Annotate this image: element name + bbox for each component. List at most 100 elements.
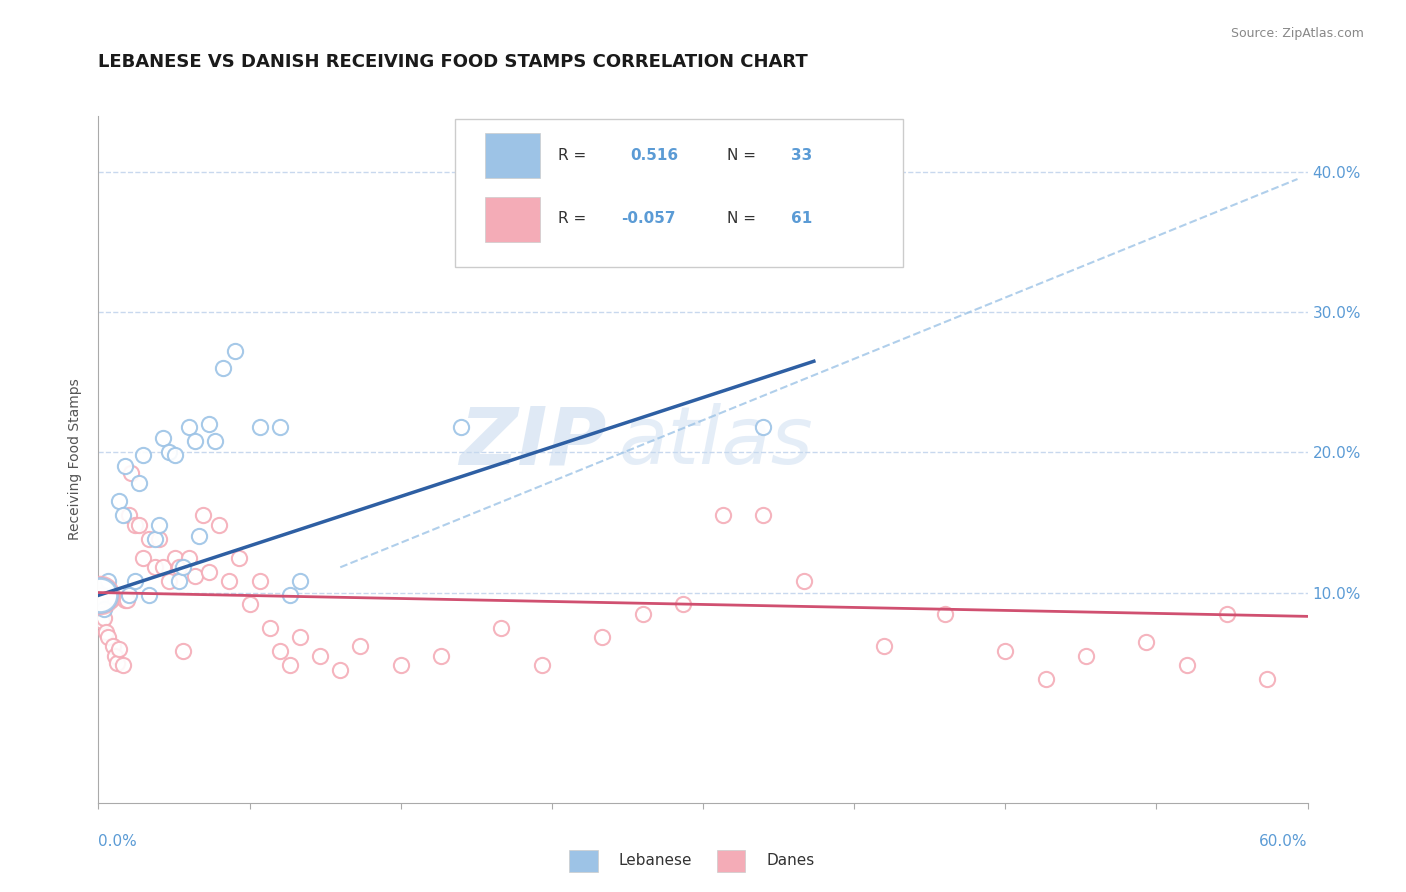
Point	[1035, 673, 1057, 687]
Point	[530, 658, 553, 673]
Point	[1256, 673, 1278, 687]
Point	[143, 560, 166, 574]
Point	[89, 588, 111, 602]
Text: 33: 33	[792, 147, 813, 162]
Point	[103, 648, 125, 663]
Point	[148, 533, 170, 547]
Text: Lebanese: Lebanese	[619, 854, 692, 868]
Point	[278, 588, 301, 602]
Point	[259, 621, 281, 635]
Point	[631, 607, 654, 621]
Point	[491, 621, 513, 635]
Point	[143, 533, 166, 547]
Point	[198, 417, 221, 432]
Point	[138, 588, 160, 602]
Point	[430, 648, 453, 663]
Point	[105, 656, 128, 670]
Text: LEBANESE VS DANISH RECEIVING FOOD STAMPS CORRELATION CHART: LEBANESE VS DANISH RECEIVING FOOD STAMPS…	[98, 54, 808, 71]
Point	[114, 459, 136, 474]
Point	[269, 644, 291, 658]
Point	[100, 592, 122, 607]
Point	[163, 550, 186, 565]
Point	[111, 508, 134, 523]
Text: R =: R =	[558, 147, 591, 162]
Point	[114, 592, 136, 607]
Point	[89, 588, 111, 602]
Point	[813, 249, 835, 263]
Point	[249, 420, 271, 434]
Point	[1074, 648, 1097, 663]
Point	[198, 565, 221, 579]
Point	[218, 574, 240, 589]
Point	[184, 434, 207, 449]
Text: 0.516: 0.516	[630, 147, 679, 162]
Text: -0.057: -0.057	[621, 211, 675, 227]
Point	[228, 550, 250, 565]
Point	[132, 448, 155, 462]
Text: 60.0%: 60.0%	[1260, 834, 1308, 848]
Point	[591, 631, 613, 645]
Point	[208, 518, 231, 533]
Point	[128, 476, 150, 491]
Text: Source: ZipAtlas.com: Source: ZipAtlas.com	[1230, 27, 1364, 40]
Point	[1216, 607, 1239, 621]
Point	[128, 518, 150, 533]
Point	[152, 431, 174, 445]
Text: N =: N =	[727, 147, 761, 162]
Point	[172, 560, 194, 574]
Point	[994, 644, 1017, 658]
Point	[269, 420, 291, 434]
Point	[188, 529, 211, 543]
Point	[97, 631, 120, 645]
Point	[148, 518, 170, 533]
Point	[1175, 658, 1198, 673]
Point	[91, 614, 114, 628]
Point	[93, 602, 115, 616]
Point	[167, 574, 190, 589]
Point	[96, 624, 118, 639]
Point	[752, 420, 775, 434]
Point	[184, 568, 207, 582]
Point	[115, 592, 138, 607]
Point	[309, 648, 332, 663]
Bar	[485, 197, 540, 242]
Point	[124, 574, 146, 589]
Point	[118, 508, 141, 523]
Point	[193, 508, 215, 523]
Point	[672, 597, 695, 611]
Point	[934, 607, 956, 621]
Text: N =: N =	[727, 211, 761, 227]
Point	[591, 242, 613, 256]
Point	[93, 611, 115, 625]
Text: Danes: Danes	[766, 854, 814, 868]
Point	[873, 639, 896, 653]
Y-axis label: Receiving Food Stamps: Receiving Food Stamps	[69, 378, 83, 541]
Point	[179, 550, 201, 565]
Point	[450, 420, 472, 434]
Point	[138, 533, 160, 547]
Point	[97, 574, 120, 589]
Point	[212, 361, 235, 376]
Point	[204, 434, 226, 449]
Point	[157, 445, 180, 459]
Point	[152, 560, 174, 574]
Point	[288, 574, 311, 589]
Point	[389, 658, 412, 673]
Point	[111, 658, 134, 673]
Point	[89, 592, 111, 607]
Text: atlas: atlas	[619, 403, 813, 481]
Point	[132, 550, 155, 565]
Point	[329, 663, 352, 677]
Point	[124, 518, 146, 533]
Point	[239, 597, 262, 611]
Point	[179, 420, 201, 434]
Point	[89, 588, 111, 602]
Point	[118, 588, 141, 602]
Bar	[485, 133, 540, 178]
Point	[224, 344, 246, 359]
Point	[349, 639, 371, 653]
Point	[120, 467, 142, 481]
Point	[278, 658, 301, 673]
Text: ZIP: ZIP	[458, 403, 606, 481]
Point	[711, 508, 734, 523]
